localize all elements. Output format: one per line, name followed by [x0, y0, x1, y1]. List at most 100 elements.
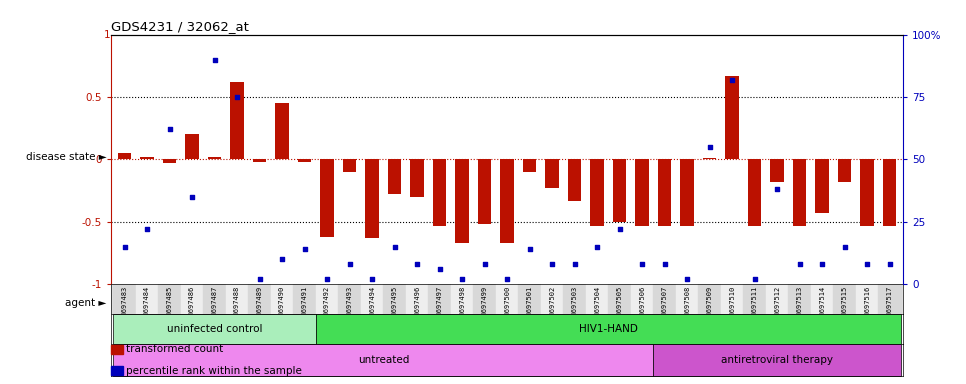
Text: GSM697506: GSM697506 [639, 286, 645, 324]
Point [814, 261, 830, 267]
Bar [568, 159, 582, 200]
Text: GSM697499: GSM697499 [482, 286, 488, 324]
Bar [275, 103, 289, 159]
Point [837, 244, 852, 250]
Point [882, 261, 897, 267]
Bar [473, 284, 496, 314]
Bar [725, 76, 739, 159]
Bar [411, 159, 424, 197]
Point [139, 226, 155, 232]
Bar [181, 284, 204, 314]
Bar [478, 159, 492, 224]
Text: GSM697497: GSM697497 [437, 286, 442, 324]
Text: GSM697495: GSM697495 [391, 286, 398, 324]
Point [747, 276, 762, 282]
Text: GSM697485: GSM697485 [166, 286, 173, 324]
Point [117, 244, 132, 250]
Bar [388, 159, 402, 194]
Bar [118, 153, 131, 159]
Bar [113, 284, 136, 314]
Point [499, 276, 515, 282]
Bar [590, 159, 604, 225]
Text: GSM697503: GSM697503 [572, 286, 578, 324]
Bar [158, 284, 181, 314]
Text: GSM697510: GSM697510 [729, 286, 735, 324]
Text: GSM697502: GSM697502 [549, 286, 555, 324]
Point [702, 144, 718, 150]
Bar [658, 159, 671, 225]
Bar [226, 284, 248, 314]
Text: HIV1-HAND: HIV1-HAND [579, 324, 638, 334]
Point [860, 261, 875, 267]
Point [410, 261, 425, 267]
Bar [163, 159, 177, 163]
Point [589, 244, 605, 250]
Text: GSM697490: GSM697490 [279, 286, 285, 324]
Bar [883, 159, 896, 225]
Bar [230, 82, 243, 159]
Bar [204, 284, 226, 314]
Bar [428, 284, 451, 314]
Point [185, 194, 200, 200]
Point [342, 261, 357, 267]
Text: uninfected control: uninfected control [167, 324, 263, 334]
Text: GDS4231 / 32062_at: GDS4231 / 32062_at [111, 20, 249, 33]
Text: GSM697514: GSM697514 [819, 286, 825, 324]
Bar [653, 284, 676, 314]
Text: antiretroviral therapy: antiretroviral therapy [722, 355, 834, 365]
Point [454, 276, 469, 282]
Text: GSM697487: GSM697487 [212, 286, 217, 324]
Text: GSM697484: GSM697484 [144, 286, 150, 324]
Bar [406, 284, 428, 314]
Point [274, 256, 290, 262]
Bar [834, 284, 856, 314]
Text: untreated: untreated [357, 355, 409, 365]
Bar [612, 159, 626, 222]
Text: GSM697507: GSM697507 [662, 286, 668, 324]
Bar [676, 284, 698, 314]
Text: GSM697486: GSM697486 [189, 286, 195, 324]
Bar [748, 159, 761, 225]
Text: 1: 1 [104, 30, 111, 40]
Text: GSM697489: GSM697489 [257, 286, 263, 324]
Point [229, 94, 244, 100]
Point [657, 261, 672, 267]
Text: percentile rank within the sample: percentile rank within the sample [126, 366, 301, 376]
Text: GSM697494: GSM697494 [369, 286, 375, 324]
Bar [316, 284, 338, 314]
Point [207, 56, 222, 63]
Bar [703, 158, 717, 159]
Bar [541, 284, 563, 314]
Bar [321, 159, 334, 237]
Bar [680, 159, 694, 225]
Bar [810, 284, 834, 314]
Bar [496, 284, 519, 314]
Point [679, 276, 695, 282]
Bar [298, 159, 311, 162]
Bar [365, 159, 379, 238]
Bar [721, 284, 744, 314]
Text: GSM697516: GSM697516 [865, 286, 870, 324]
Bar [861, 159, 874, 225]
Bar [744, 284, 766, 314]
Bar [546, 159, 559, 188]
Bar [136, 284, 158, 314]
Text: GSM697513: GSM697513 [797, 286, 803, 324]
Point [770, 186, 785, 192]
Text: GSM697493: GSM697493 [347, 286, 353, 324]
Point [724, 76, 740, 83]
Bar [609, 284, 631, 314]
Text: GSM697488: GSM697488 [234, 286, 241, 324]
Bar [455, 159, 469, 243]
Text: GSM697483: GSM697483 [122, 286, 128, 324]
Point [611, 226, 627, 232]
Bar [856, 284, 878, 314]
Text: GSM697498: GSM697498 [459, 286, 466, 324]
Text: transformed count: transformed count [126, 344, 223, 354]
Text: GSM697492: GSM697492 [325, 286, 330, 324]
Point [477, 261, 493, 267]
Bar [248, 284, 270, 314]
Bar [838, 159, 851, 182]
Point [252, 276, 268, 282]
Bar [361, 284, 384, 314]
